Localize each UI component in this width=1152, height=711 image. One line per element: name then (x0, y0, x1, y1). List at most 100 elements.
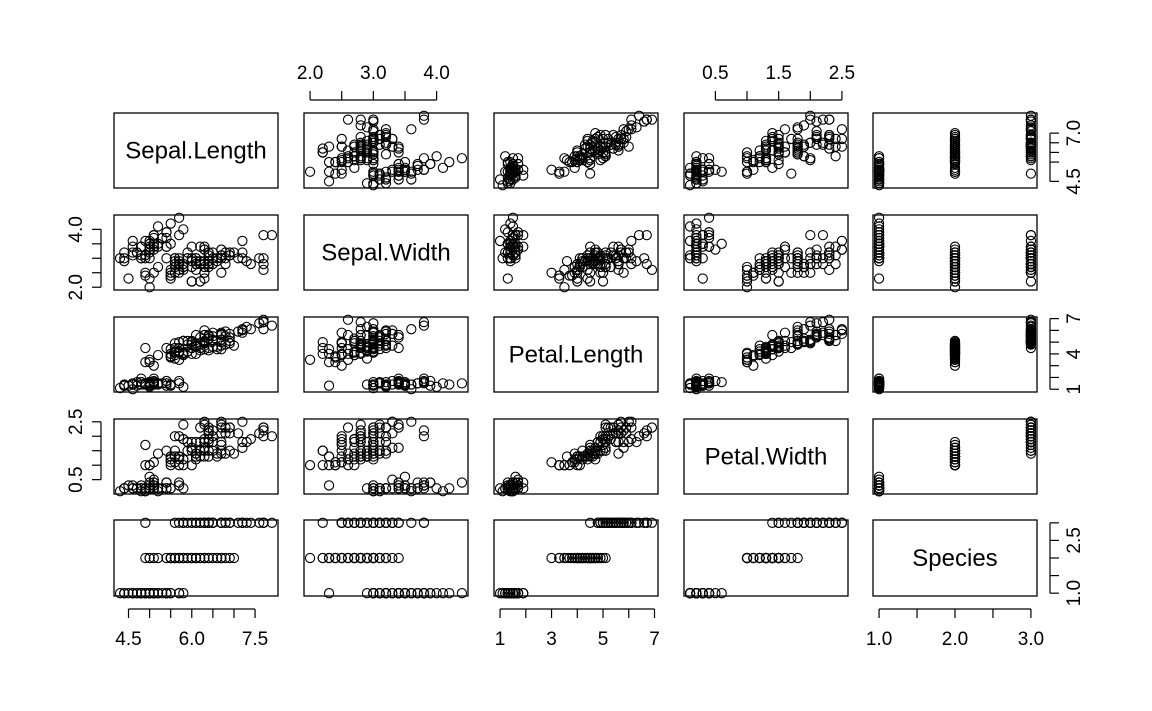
point-petal-length-vs-species-135 (1025, 324, 1037, 335)
panel-frame-sepal-length-vs-petal-length (493, 112, 659, 189)
point-sepal-length-vs-sepal-width-31 (393, 158, 404, 170)
panel-frame-sepal-length-vs-species (872, 112, 1038, 189)
point-petal-width-vs-sepal-width-131 (418, 431, 430, 442)
point-sepal-length-vs-petal-length-107 (631, 122, 642, 133)
point-petal-width-vs-sepal-width-93 (323, 460, 335, 471)
point-sepal-width-vs-species-149 (1025, 253, 1037, 264)
panel-frame-petal-width-vs-species (872, 418, 1038, 495)
point-petal-width-vs-sepal-width-76 (355, 448, 366, 459)
point-sepal-width-vs-petal-length-135 (626, 253, 637, 264)
point-petal-width-vs-petal-length-148 (608, 422, 619, 433)
point-sepal-length-vs-petal-length-118 (646, 114, 658, 125)
point-petal-width-vs-petal-length-37 (505, 486, 516, 497)
point-sepal-width-vs-petal-width-6 (697, 241, 708, 252)
point-petal-width-vs-sepal-length-131 (266, 431, 278, 442)
point-sepal-width-vs-petal-length-98 (546, 267, 557, 278)
point-sepal-length-vs-petal-length-39 (507, 164, 519, 175)
point-petal-length-vs-sepal-width-118 (342, 314, 354, 325)
point-species-vs-sepal-width-48 (412, 588, 423, 599)
point-petal-length-vs-species-49 (873, 379, 885, 390)
point-sepal-width-vs-sepal-length-98 (148, 267, 159, 278)
point-sepal-length-vs-sepal-width-117 (418, 114, 430, 125)
point-sepal-length-vs-petal-length-96 (577, 153, 588, 164)
point-species-vs-petal-width-91 (767, 552, 778, 564)
point-species-vs-petal-length-105 (639, 517, 650, 528)
point-petal-length-vs-sepal-width-142 (349, 335, 360, 347)
panel-frame-petal-length-vs-petal-length (493, 316, 659, 393)
x-tick-label-petal-width-2: 2.5 (829, 63, 855, 84)
point-sepal-width-vs-petal-width-142 (798, 261, 810, 273)
point-petal-length-vs-sepal-length-149 (182, 335, 193, 347)
point-species-vs-sepal-width-98 (336, 552, 347, 564)
point-petal-length-vs-petal-width-37 (684, 379, 696, 390)
point-sepal-width-vs-petal-length-120 (615, 247, 627, 258)
point-petal-width-vs-petal-length-95 (577, 454, 588, 465)
point-sepal-width-vs-petal-length-24 (518, 241, 529, 252)
point-petal-length-vs-sepal-width-5 (425, 375, 436, 387)
point-species-vs-sepal-width-43 (399, 588, 411, 599)
point-species-vs-petal-length-82 (569, 552, 580, 564)
point-species-vs-petal-length-148 (608, 517, 619, 528)
point-petal-width-vs-sepal-length-145 (216, 422, 227, 433)
point-petal-length-vs-petal-width-31 (703, 378, 715, 389)
point-petal-width-vs-petal-length-32 (507, 486, 519, 497)
point-sepal-width-vs-sepal-length-49 (144, 244, 155, 255)
point-petal-width-vs-sepal-width-31 (393, 477, 404, 488)
point-species-vs-petal-width-140 (830, 517, 841, 528)
point-sepal-width-vs-petal-width-73 (754, 258, 765, 270)
point-sepal-width-vs-petal-length-127 (595, 253, 606, 264)
panel-frame-sepal-width-vs-sepal-length (113, 214, 279, 291)
point-sepal-width-vs-petal-length-92 (572, 264, 583, 276)
point-sepal-length-vs-petal-width-95 (754, 153, 765, 164)
point-petal-width-vs-petal-length-41 (502, 480, 513, 491)
point-petal-width-vs-sepal-width-128 (355, 428, 366, 439)
x-tick-label-sepal-length-1: 6.0 (179, 629, 205, 650)
point-sepal-width-vs-petal-length-149 (600, 253, 611, 264)
point-sepal-width-vs-petal-length-87 (582, 273, 593, 284)
point-sepal-length-vs-species-149 (1025, 149, 1037, 160)
point-sepal-width-vs-petal-length-119 (597, 276, 609, 287)
point-petal-width-vs-sepal-width-43 (399, 471, 411, 482)
point-petal-width-vs-sepal-width-38 (368, 483, 379, 494)
panel-frame-petal-width-vs-petal-width (683, 418, 849, 495)
point-sepal-length-vs-sepal-width-146 (336, 141, 347, 152)
point-sepal-width-vs-sepal-length-138 (186, 253, 197, 264)
point-species-vs-sepal-length-130 (245, 517, 256, 528)
point-petal-length-vs-sepal-width-98 (336, 360, 347, 371)
point-sepal-width-vs-petal-length-115 (605, 247, 616, 258)
point-petal-length-vs-petal-width-109 (836, 324, 848, 335)
point-sepal-width-vs-petal-width-87 (760, 273, 772, 284)
point-sepal-width-vs-petal-width-32 (684, 221, 696, 232)
point-sepal-width-vs-sepal-length-145 (216, 253, 227, 264)
point-species-vs-sepal-width-141 (374, 517, 385, 528)
point-petal-length-vs-petal-width-99 (760, 347, 772, 358)
point-sepal-width-vs-petal-length-118 (646, 264, 658, 276)
point-petal-length-vs-sepal-length-48 (157, 378, 168, 389)
point-sepal-width-vs-petal-width-98 (748, 267, 759, 278)
point-sepal-width-vs-petal-length-57 (554, 270, 565, 281)
point-petal-width-vs-petal-length-79 (559, 460, 570, 471)
point-sepal-width-vs-petal-width-132 (817, 258, 829, 270)
point-petal-width-vs-sepal-length-114 (178, 419, 189, 430)
point-petal-width-vs-sepal-width-136 (393, 419, 404, 430)
point-sepal-length-vs-petal-width-41 (697, 176, 708, 187)
point-petal-width-vs-sepal-width-140 (374, 419, 385, 430)
point-petal-width-vs-sepal-width-16 (425, 477, 436, 488)
point-sepal-width-vs-petal-width-80 (748, 270, 759, 281)
point-petal-width-vs-sepal-width-146 (336, 433, 347, 445)
point-petal-width-vs-petal-length-98 (546, 457, 557, 468)
point-sepal-width-vs-species-33 (873, 218, 885, 229)
point-species-vs-petal-length-92 (572, 552, 583, 564)
panel-frame-petal-width-vs-petal-length (493, 418, 659, 495)
point-petal-length-vs-sepal-width-139 (374, 332, 385, 343)
point-petal-width-vs-sepal-length-48 (157, 483, 168, 494)
point-species-vs-petal-length-77 (597, 552, 609, 564)
point-petal-width-vs-petal-length-143 (621, 422, 632, 433)
point-sepal-width-vs-species-143 (1025, 247, 1037, 258)
point-species-vs-sepal-length-32 (152, 588, 164, 599)
point-sepal-length-vs-sepal-width-41 (323, 176, 335, 187)
point-species-vs-sepal-length-48 (157, 588, 168, 599)
point-sepal-width-vs-petal-length-141 (600, 250, 611, 261)
point-species-vs-petal-length-85 (585, 552, 596, 564)
point-petal-length-vs-species-22 (873, 384, 885, 395)
